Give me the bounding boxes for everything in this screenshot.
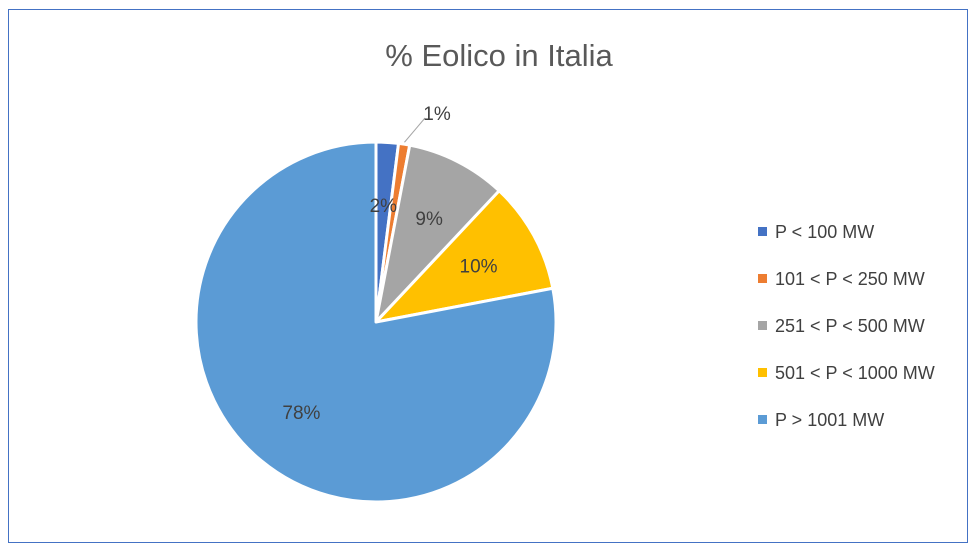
data-label-0: 2% (370, 196, 398, 217)
legend-label-3: 501 < P < 1000 MW (775, 363, 935, 383)
pie-slice-4 (194, 140, 558, 504)
legend-swatch-1 (758, 274, 767, 283)
leader-lines (404, 117, 426, 143)
legend: P < 100 MW 101 < P < 250 MW 251 < P < 500 … (758, 222, 935, 430)
legend-label-2: 251 < P < 500 MW (775, 316, 925, 336)
data-label-3: 10% (460, 257, 498, 278)
pie-slice-3 (374, 189, 555, 324)
legend-swatch-2 (758, 321, 767, 330)
data-label-2: 9% (415, 209, 443, 230)
chart-title: % Eolico in Italia (385, 38, 613, 73)
legend-swatch-3 (758, 368, 767, 377)
leader-line-1 (404, 117, 426, 143)
legend-label-1: 101 < P < 250 MW (775, 269, 925, 289)
legend-label-4: P > 1001 MW (775, 410, 884, 430)
data-label-4: 78% (282, 403, 320, 424)
data-labels: 2% 1% 9% 10% 78% (282, 104, 497, 424)
legend-swatch-0 (758, 227, 767, 236)
pie-slices (194, 140, 558, 504)
legend-label-0: P < 100 MW (775, 222, 874, 242)
legend-swatch-4 (758, 415, 767, 424)
pie-slice-2 (374, 143, 501, 324)
data-label-1: 1% (423, 104, 451, 125)
